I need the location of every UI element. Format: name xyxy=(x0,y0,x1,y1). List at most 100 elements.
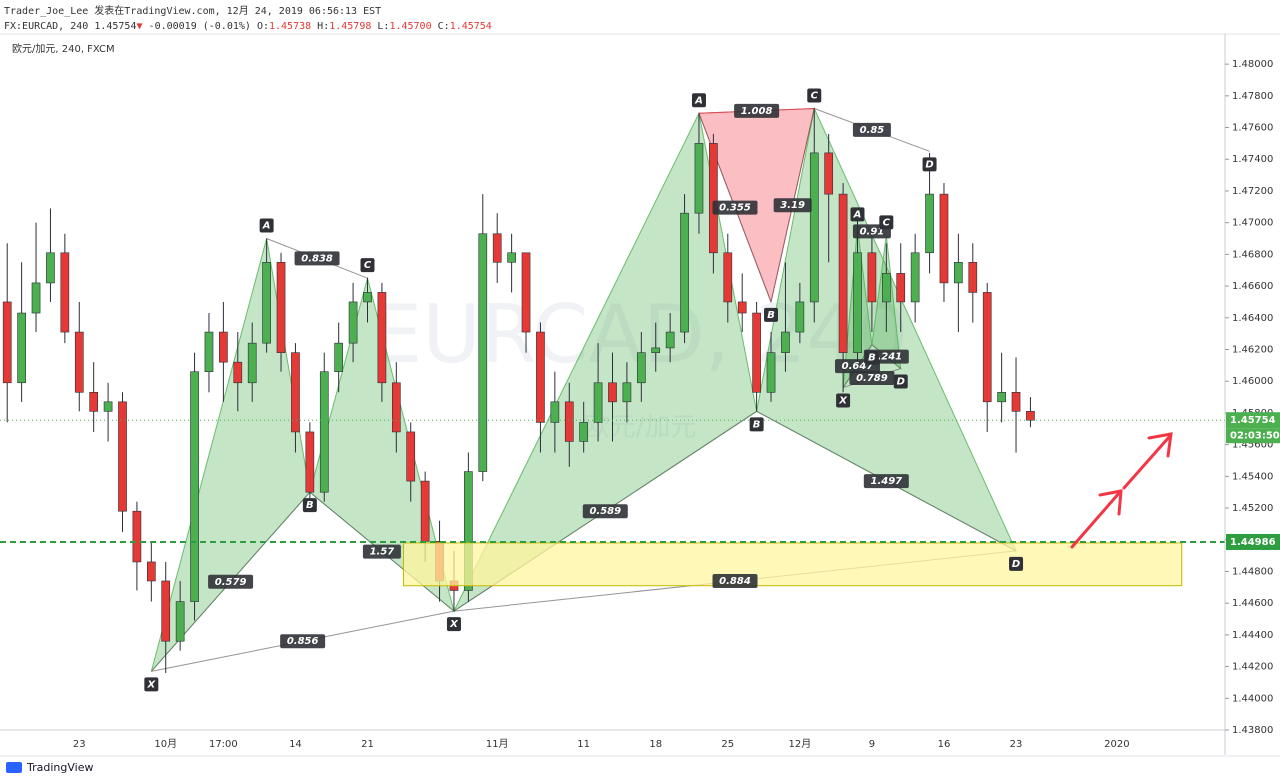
y-tick-label: 1.46600 xyxy=(1232,281,1273,292)
close: 1.45754 xyxy=(450,21,492,32)
point-box xyxy=(691,93,706,108)
candle-body xyxy=(752,312,761,393)
candle-body xyxy=(190,371,199,602)
x-tick-label: 12月 xyxy=(788,738,811,750)
ratio-label: 0.91 xyxy=(860,226,885,237)
price-tag-label: 1.45754 xyxy=(1230,415,1276,426)
candle-body xyxy=(809,152,819,303)
ratio-label: 1.57 xyxy=(370,547,395,558)
level-tag xyxy=(1226,533,1280,550)
candle-body xyxy=(291,352,300,433)
plot: 0.579 0.838 1.57 0.856 X A B C 0.589 1.008 1.497 0.… xyxy=(0,88,1225,692)
x-tick-label: 2020 xyxy=(1104,739,1129,750)
x-tick-label: 17:00 xyxy=(209,739,238,750)
ratio-label: 0.884 xyxy=(719,576,751,587)
candle-body xyxy=(89,392,99,412)
ratio-label: 1.497 xyxy=(871,476,903,487)
point-label: C xyxy=(364,260,372,271)
candle-body xyxy=(910,252,920,303)
point-box xyxy=(446,617,461,632)
candle-body xyxy=(2,301,12,384)
candle-body xyxy=(680,212,689,333)
open: 1.45738 xyxy=(269,21,311,32)
candle-body xyxy=(723,252,733,303)
ratio-label: 0.355 xyxy=(719,203,751,214)
y-tick-label: 1.44200 xyxy=(1232,662,1273,673)
candle-body xyxy=(521,252,531,333)
x-tick-label: 25 xyxy=(721,739,734,750)
candle-body xyxy=(175,601,185,642)
last: 1.45754 xyxy=(94,21,136,32)
arrow-head xyxy=(1147,432,1173,458)
point-box xyxy=(144,677,159,692)
candle-body xyxy=(334,342,344,372)
ratio-box xyxy=(712,200,758,215)
c-label: C: xyxy=(438,21,450,32)
point-box xyxy=(259,218,274,233)
candle-body xyxy=(464,471,473,591)
candle-body xyxy=(853,252,862,353)
point-label: X xyxy=(449,619,459,630)
point-label: A xyxy=(853,209,862,220)
price-tag xyxy=(1226,412,1280,429)
point-label: D xyxy=(1012,559,1020,570)
candle-body xyxy=(132,510,142,563)
candle-body xyxy=(377,292,387,384)
red-arrow xyxy=(1070,432,1173,549)
candle-body xyxy=(247,342,257,384)
candle-body xyxy=(622,382,632,403)
ratio-label: 0.589 xyxy=(589,506,621,517)
y-tick-label: 1.46200 xyxy=(1232,344,1273,355)
ratio-label: 0.838 xyxy=(301,253,333,264)
ratio-box xyxy=(712,573,758,588)
y-tick-label: 1.44800 xyxy=(1232,566,1273,577)
point-box xyxy=(749,417,764,432)
x-tick-label: 10月 xyxy=(154,738,177,750)
symbol-line: FX:EURCAD, 240 1.45754▼ -0.00019 (-0.01%… xyxy=(4,21,492,32)
arrow: ▼ xyxy=(136,21,142,32)
y-tick-label: 1.46400 xyxy=(1232,313,1273,324)
y-tick-label: 1.46800 xyxy=(1232,249,1273,260)
candle-body xyxy=(925,193,934,254)
point-box xyxy=(850,207,865,222)
arrow-shaft xyxy=(1122,434,1172,490)
change: -0.00019 (-0.01%) xyxy=(149,21,251,32)
y-tick-label: 1.44400 xyxy=(1232,630,1273,641)
candle-body xyxy=(665,331,675,349)
arrow-head xyxy=(1098,489,1123,516)
ratio-box xyxy=(773,198,812,213)
ratio-box xyxy=(582,504,628,519)
y-tick-label: 1.45400 xyxy=(1232,471,1273,482)
candle-body xyxy=(550,401,560,423)
ratio-label: 1.241 xyxy=(871,352,903,363)
candle-body xyxy=(579,422,589,442)
y-tick-label: 1.48000 xyxy=(1232,59,1273,70)
candle-body xyxy=(881,273,891,303)
ratio-box xyxy=(280,634,326,649)
zone xyxy=(403,542,1183,587)
candle-body xyxy=(694,143,704,214)
candle-body xyxy=(507,252,516,263)
countdown-label: 02:03:50 xyxy=(1230,431,1280,442)
candle-body xyxy=(608,382,617,403)
point-label: B xyxy=(767,310,775,321)
ratio-box xyxy=(849,371,895,386)
candle-body xyxy=(766,352,776,393)
point-label: X xyxy=(838,396,848,407)
candle-body xyxy=(651,347,661,353)
point-label: B xyxy=(306,500,314,511)
candle-body xyxy=(838,193,848,353)
point-box xyxy=(922,157,937,172)
candle-body xyxy=(276,262,286,353)
candle-body xyxy=(954,262,963,284)
point-box xyxy=(864,350,879,365)
candle-body xyxy=(391,382,401,433)
candle-body xyxy=(406,431,416,482)
candle-body xyxy=(636,352,646,384)
candle-body xyxy=(896,273,906,303)
candle-body xyxy=(564,401,574,442)
y-tick-label: 1.45600 xyxy=(1232,440,1273,451)
point-label: A xyxy=(262,221,271,232)
